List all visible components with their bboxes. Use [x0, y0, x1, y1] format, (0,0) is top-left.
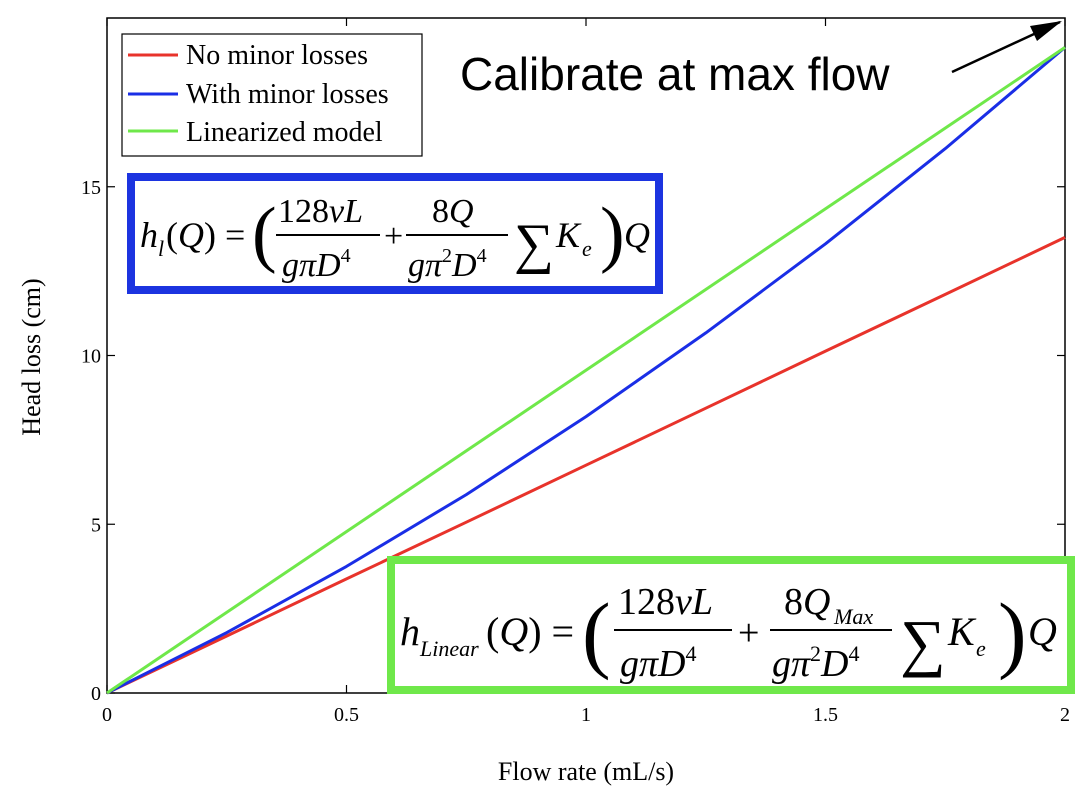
x-tick-label: 1 — [581, 704, 591, 726]
y-tick-label: 10 — [81, 346, 101, 368]
legend-label-linearized-model: Linearized model — [186, 117, 383, 148]
series-line-with-minor-losses — [106, 46, 1066, 695]
svg-text:e: e — [582, 236, 592, 261]
svg-text:(Q) =: (Q) = — [486, 609, 574, 654]
svg-text:K: K — [947, 609, 977, 654]
x-tick-label: 2 — [1060, 704, 1070, 726]
y-axis-ticks: 0 5 10 15 — [81, 177, 1065, 705]
svg-text:): ) — [600, 193, 625, 275]
svg-text:∑: ∑ — [514, 213, 554, 275]
svg-text:): ) — [998, 585, 1027, 681]
x-tick-label: 0.5 — [334, 704, 359, 726]
annotation-arrow-head — [1030, 21, 1062, 41]
legend: No minor losses With minor losses Linear… — [121, 33, 423, 157]
x-tick-label: 1.5 — [813, 704, 838, 726]
annotation-calibrate-max-flow: Calibrate at max flow — [460, 48, 890, 100]
svg-text:h: h — [140, 215, 158, 255]
svg-text:(: ( — [252, 193, 277, 275]
svg-text:e: e — [976, 636, 986, 661]
svg-text:Q: Q — [1028, 609, 1057, 654]
svg-text:(: ( — [582, 585, 611, 681]
svg-text:8Q: 8Q — [432, 193, 474, 230]
x-axis-ticks: 0 0.5 1 1.5 2 — [102, 18, 1070, 726]
svg-text:(Q) =: (Q) = — [166, 215, 245, 255]
svg-text:+: + — [384, 218, 403, 255]
svg-text:K: K — [555, 215, 582, 255]
linear-equation-box — [387, 556, 1075, 694]
series-layer — [106, 46, 1066, 695]
linear-equation: h Linear (Q) = ( 128νL gπD4 + 8Q Max gπ2… — [387, 556, 1075, 694]
y-tick-label: 0 — [91, 683, 101, 705]
svg-text:gπD4: gπD4 — [620, 641, 696, 685]
svg-text:l: l — [158, 236, 164, 261]
svg-text:+: + — [738, 612, 759, 654]
svg-text:∑: ∑ — [900, 607, 946, 678]
minor-loss-equation: h l (Q) = ( 128νL gπD4 + 8Q gπ2D4 ∑ K e … — [127, 173, 663, 294]
legend-label-no-minor-losses: No minor losses — [186, 40, 368, 71]
series-line-linearized-model — [106, 46, 1066, 695]
svg-text:Q: Q — [624, 215, 650, 255]
svg-text:gπ2D4: gπ2D4 — [408, 245, 487, 284]
y-tick-label: 5 — [91, 514, 101, 536]
svg-text:128νL: 128νL — [618, 581, 713, 623]
svg-text:Max: Max — [833, 604, 873, 629]
x-tick-label: 0 — [102, 704, 112, 726]
y-tick-label: 15 — [81, 177, 101, 199]
x-axis-label: Flow rate (mL/s) — [498, 757, 674, 786]
series-line-no-minor-losses — [106, 236, 1066, 695]
minor-loss-equation-box — [127, 173, 663, 294]
y-axis-label: Head loss (cm) — [17, 278, 46, 435]
svg-text:gπD4: gπD4 — [282, 245, 351, 284]
svg-text:Linear: Linear — [419, 636, 479, 661]
svg-text:8Q: 8Q — [784, 581, 830, 623]
legend-label-with-minor-losses: With minor losses — [186, 79, 389, 110]
svg-text:128νL: 128νL — [278, 193, 363, 230]
svg-text:h: h — [400, 609, 420, 654]
